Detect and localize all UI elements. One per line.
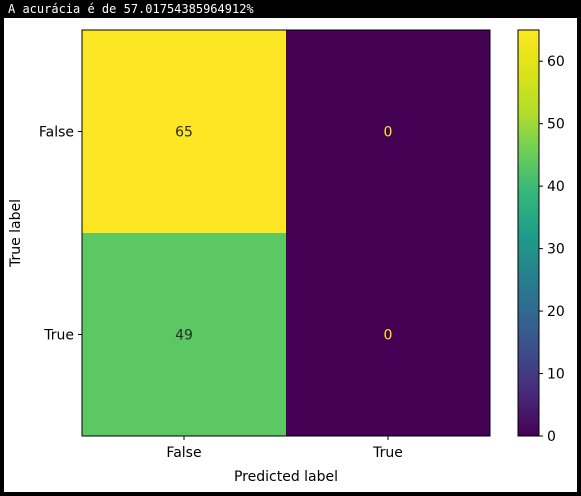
y-tick-label-0: False <box>39 125 74 141</box>
colorbar-tick-label-4: 40 <box>547 179 565 195</box>
matrix-cells: 65 0 49 0 <box>82 30 490 436</box>
colorbar-tick-label-1: 10 <box>547 367 565 383</box>
confusion-matrix-chart: 65 0 49 0 False True False True Predicted lab… <box>4 18 577 492</box>
confusion-matrix-figure: 65 0 49 0 False True False True Predicted lab… <box>4 18 577 492</box>
colorbar-tick-label-3: 30 <box>547 242 565 258</box>
colorbar-ticks: 0 10 20 30 40 50 60 <box>539 54 565 445</box>
colorbar-tick-label-6: 60 <box>547 54 565 70</box>
x-tick-label-1: True <box>372 445 403 461</box>
cell-value-0-1: 0 <box>384 125 393 141</box>
colorbar-tick-label-5: 50 <box>547 117 565 133</box>
colorbar-tick-label-2: 20 <box>547 304 565 320</box>
x-axis-label: Predicted label <box>234 469 338 485</box>
colorbar-tick-label-0: 0 <box>547 429 556 445</box>
colorbar <box>518 30 539 436</box>
cell-value-1-1: 0 <box>384 328 393 344</box>
y-axis-label: True label <box>8 199 24 268</box>
y-tick-label-1: True <box>43 328 74 344</box>
cell-value-0-0: 65 <box>175 125 193 141</box>
x-ticks: False True <box>166 436 402 461</box>
accuracy-output-text: A acurácia é de 57.01754385964912% <box>8 1 254 17</box>
y-ticks: False True <box>39 125 82 344</box>
x-tick-label-0: False <box>166 445 201 461</box>
cell-value-1-0: 49 <box>175 328 193 344</box>
